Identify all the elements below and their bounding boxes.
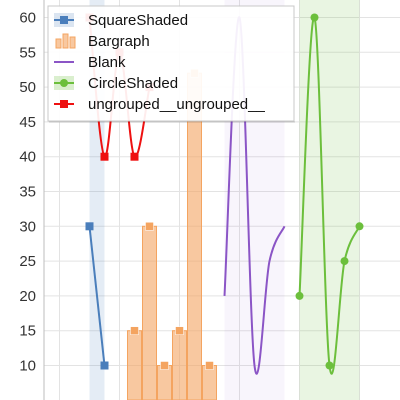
circle-marker <box>340 257 349 266</box>
legend-square-marker <box>60 16 68 24</box>
y-tick-label: 15 <box>19 323 36 340</box>
legend-box <box>47 5 295 122</box>
legend-item[interactable]: SquareShaded <box>54 12 188 29</box>
y-tick-label: 25 <box>19 253 36 270</box>
legend-item[interactable]: ungrouped__ungrouped__ <box>54 96 265 113</box>
bar <box>172 330 187 400</box>
legend-bar-swatch <box>55 38 62 49</box>
series-band <box>299 0 360 400</box>
grid <box>43 0 400 400</box>
legend-circle-marker <box>60 79 68 87</box>
legend-shadow <box>49 121 295 123</box>
bar <box>157 365 172 400</box>
bar <box>127 330 142 400</box>
square-marker <box>100 361 109 370</box>
circle-marker <box>325 361 334 370</box>
bar-marker <box>175 326 184 335</box>
bar-marker <box>130 326 139 335</box>
y-tick-label: 45 <box>19 114 36 131</box>
bar-series <box>127 68 217 400</box>
legend-bar-swatch <box>62 33 69 49</box>
square-marker <box>100 152 109 161</box>
square-marker <box>85 222 94 231</box>
y-tick-label: 60 <box>19 10 36 27</box>
square-marker <box>130 152 139 161</box>
legend-bar-swatch <box>69 36 76 49</box>
legend[interactable]: SquareShaded Bargraph Blank CircleShaded ung… <box>47 5 295 123</box>
y-tick-label: 55 <box>19 44 36 61</box>
circle-marker <box>295 291 304 300</box>
bar <box>142 225 157 400</box>
series-line <box>88 226 106 366</box>
bar-marker <box>145 222 154 231</box>
circle-marker <box>310 13 319 22</box>
y-tick-label: 50 <box>19 79 36 96</box>
bar-marker <box>205 361 214 370</box>
bar-marker <box>160 361 169 370</box>
legend-item[interactable]: Blank <box>54 54 126 71</box>
circle-marker <box>355 222 364 231</box>
legend-label: SquareShaded <box>88 12 188 29</box>
legend-item[interactable]: CircleShaded <box>54 75 178 92</box>
y-tick-label: 30 <box>19 218 36 235</box>
bar <box>202 365 217 400</box>
y-tick-label: 20 <box>19 288 36 305</box>
legend-label: Bargraph <box>88 33 150 50</box>
legend-label: CircleShaded <box>88 75 178 92</box>
y-tick-label: 35 <box>19 184 36 201</box>
legend-item[interactable]: Bargraph <box>55 33 150 50</box>
legend-label: Blank <box>88 54 126 71</box>
legend-square-marker <box>60 100 68 108</box>
y-axis-ticks: 10 15 20 25 30 35 40 45 50 55 60 <box>19 10 36 375</box>
y-tick-label: 40 <box>19 149 36 166</box>
y-tick-label: 10 <box>19 358 36 375</box>
legend-label: ungrouped__ungrouped__ <box>88 96 265 113</box>
